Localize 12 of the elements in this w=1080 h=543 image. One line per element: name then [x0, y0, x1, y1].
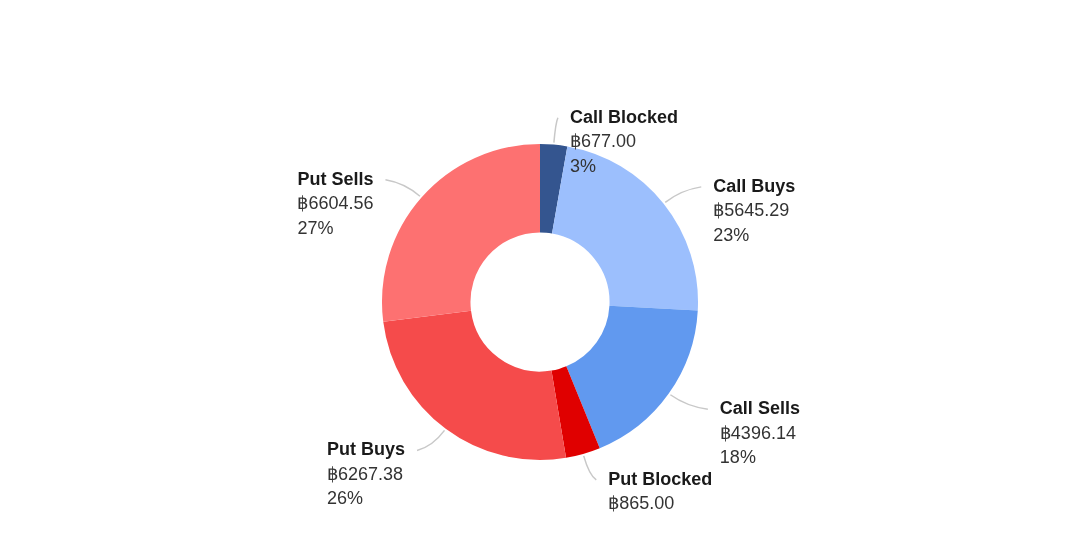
slice-label: Put Sells: [297, 168, 374, 189]
slice-label: Put Buys: [327, 439, 406, 460]
slice-label: Call Sells: [719, 398, 800, 419]
slice-label: Put Blocked: [608, 468, 713, 489]
data-label: ฿865.00: [608, 493, 675, 514]
data-label: ฿6604.56 27%: [297, 193, 374, 238]
slice-label: Call Buys: [713, 175, 796, 196]
data-label: ฿677.00 3%: [569, 131, 636, 176]
slice-label: Call Blocked: [569, 106, 678, 127]
data-label: ฿4396.14 18%: [719, 422, 796, 468]
data-label: ฿5645.29 23%: [713, 200, 790, 245]
data-label: ฿6267.38 26%: [327, 463, 404, 509]
